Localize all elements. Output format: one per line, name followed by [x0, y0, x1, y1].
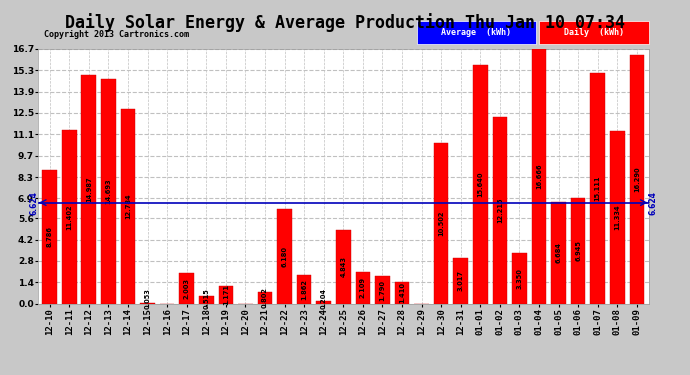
- Text: 3.017: 3.017: [457, 270, 464, 291]
- FancyBboxPatch shape: [539, 21, 649, 44]
- FancyBboxPatch shape: [417, 21, 535, 44]
- Bar: [493, 117, 507, 304]
- Text: 6.624: 6.624: [648, 190, 657, 214]
- Bar: [257, 291, 273, 304]
- Text: 1.790: 1.790: [380, 280, 386, 301]
- Text: 11.334: 11.334: [614, 204, 620, 230]
- Text: 11.402: 11.402: [66, 204, 72, 230]
- Text: 12.215: 12.215: [497, 198, 503, 223]
- Bar: [140, 303, 155, 304]
- Text: 0.802: 0.802: [262, 287, 268, 308]
- Bar: [42, 170, 57, 304]
- Text: 0.204: 0.204: [321, 288, 326, 309]
- Bar: [629, 55, 644, 304]
- Text: Daily  (kWh): Daily (kWh): [564, 28, 624, 37]
- Bar: [316, 301, 331, 304]
- Bar: [179, 273, 194, 304]
- Text: 0.515: 0.515: [204, 288, 209, 309]
- Text: 1.410: 1.410: [399, 282, 405, 303]
- Text: 0.053: 0.053: [144, 288, 150, 309]
- Bar: [277, 209, 292, 304]
- Bar: [512, 253, 526, 304]
- Bar: [532, 49, 546, 304]
- Text: 16.666: 16.666: [536, 164, 542, 189]
- Text: 10.502: 10.502: [438, 211, 444, 236]
- Text: 6.624: 6.624: [30, 190, 39, 214]
- Text: 6.180: 6.180: [282, 246, 288, 267]
- Bar: [551, 202, 566, 304]
- Bar: [297, 275, 311, 304]
- Bar: [453, 258, 468, 304]
- Bar: [473, 65, 488, 304]
- Bar: [81, 75, 96, 304]
- Text: 1.862: 1.862: [301, 279, 307, 300]
- Bar: [434, 143, 448, 304]
- Bar: [62, 130, 77, 304]
- Bar: [395, 282, 409, 304]
- Text: 8.786: 8.786: [47, 226, 52, 247]
- Text: Daily Solar Energy & Average Production Thu Jan 10 07:34: Daily Solar Energy & Average Production …: [65, 13, 625, 32]
- Text: 14.693: 14.693: [106, 179, 111, 204]
- Text: 15.111: 15.111: [595, 176, 601, 201]
- Text: 6.945: 6.945: [575, 240, 581, 261]
- Bar: [571, 198, 586, 304]
- Text: 12.784: 12.784: [125, 194, 131, 219]
- Text: 15.640: 15.640: [477, 172, 483, 197]
- Bar: [355, 272, 371, 304]
- Text: 4.843: 4.843: [340, 256, 346, 277]
- Bar: [610, 130, 624, 304]
- Text: Copyright 2013 Cartronics.com: Copyright 2013 Cartronics.com: [44, 30, 189, 39]
- Text: 3.350: 3.350: [516, 268, 522, 289]
- Bar: [199, 296, 214, 304]
- Text: 16.290: 16.290: [634, 166, 640, 192]
- Bar: [219, 286, 233, 304]
- Text: Average  (kWh): Average (kWh): [441, 28, 511, 37]
- Bar: [101, 80, 116, 304]
- Text: 1.171: 1.171: [223, 284, 229, 305]
- Text: 2.003: 2.003: [184, 278, 190, 299]
- Bar: [336, 230, 351, 304]
- Bar: [121, 108, 135, 304]
- Bar: [591, 73, 605, 304]
- Bar: [375, 276, 390, 304]
- Text: 6.684: 6.684: [555, 242, 562, 263]
- Text: 14.987: 14.987: [86, 177, 92, 202]
- Text: 2.109: 2.109: [360, 277, 366, 298]
